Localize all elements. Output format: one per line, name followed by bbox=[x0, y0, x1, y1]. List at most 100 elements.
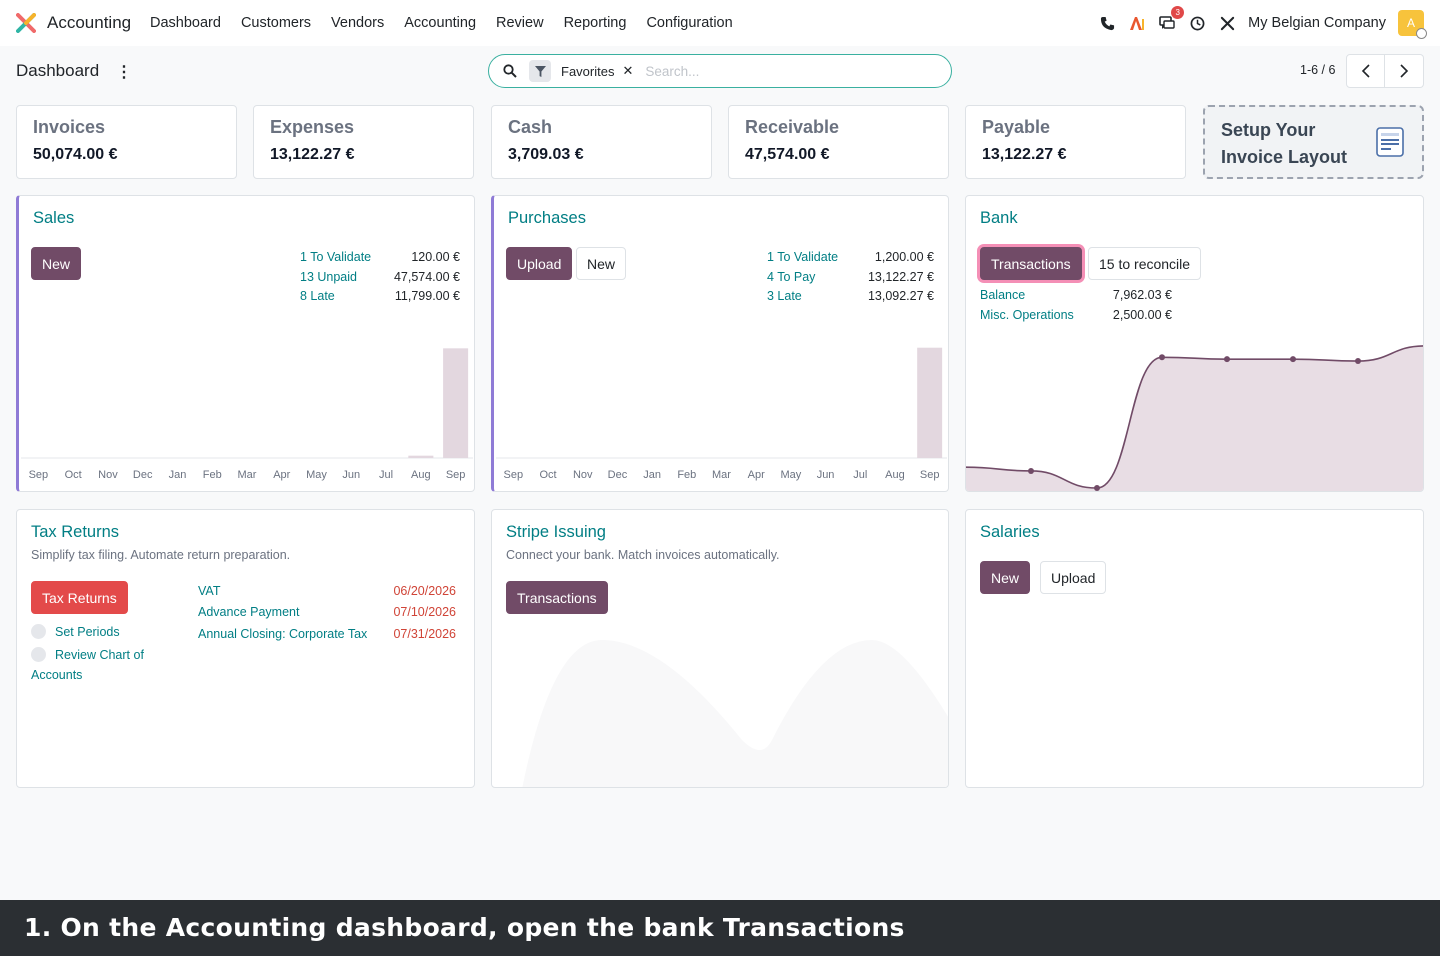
bank-journal-card: Bank Transactions 15 to reconcile Balanc… bbox=[965, 195, 1424, 492]
purchases-upload-button[interactable]: Upload bbox=[506, 247, 573, 280]
accounting-app-icon[interactable] bbox=[16, 13, 36, 33]
kpi-expenses[interactable]: Expenses 13,122.27 € bbox=[253, 105, 474, 179]
chart-area-fill bbox=[966, 345, 1423, 491]
pager-next-button[interactable] bbox=[1385, 54, 1424, 88]
tax-item-advance-payment[interactable]: Advance Payment bbox=[198, 605, 300, 619]
purchases-new-button[interactable]: New bbox=[576, 247, 627, 280]
pager-value[interactable]: 1-6 / 6 bbox=[1300, 63, 1336, 77]
salaries-upload-button[interactable]: Upload bbox=[1040, 561, 1107, 594]
step-status-icon bbox=[31, 647, 46, 662]
chart-tick-label: Aug bbox=[411, 469, 431, 481]
menu-dashboard[interactable]: Dashboard bbox=[150, 15, 221, 31]
tax-step-set-periods[interactable]: Set Periods bbox=[55, 625, 120, 639]
purchases-stat-late[interactable]: 3 Late bbox=[767, 289, 802, 303]
remove-facet-icon[interactable]: ✕ bbox=[622, 63, 634, 78]
kpi-invoices[interactable]: Invoices 50,074.00 € bbox=[16, 105, 237, 179]
menu-review[interactable]: Review bbox=[496, 15, 544, 31]
tax-subtitle: Simplify tax filing. Automate return pre… bbox=[31, 548, 291, 562]
setup-line-2: Invoice Layout bbox=[1221, 147, 1348, 167]
stripe-title[interactable]: Stripe Issuing bbox=[506, 523, 606, 541]
menu-reporting[interactable]: Reporting bbox=[563, 15, 627, 31]
sales-bar-chart[interactable]: Sep Oct Nov Dec Jan Feb Mar Apr May Jun Jul Aug Sep bbox=[19, 326, 475, 491]
messages-icon[interactable]: 3 bbox=[1158, 6, 1185, 32]
search-facet: Favorites ✕ bbox=[529, 60, 634, 82]
bank-title[interactable]: Bank bbox=[980, 209, 1018, 227]
menu-customers[interactable]: Customers bbox=[240, 15, 312, 31]
search-bar[interactable]: Favorites ✕ bbox=[488, 54, 952, 88]
purchases-title[interactable]: Purchases bbox=[508, 209, 586, 227]
chart-tick-label: Mar bbox=[238, 469, 257, 481]
tax-item-vat[interactable]: VAT bbox=[198, 584, 221, 598]
chart-tick-label: Oct bbox=[539, 469, 556, 481]
tax-step-review-chart-cont[interactable]: Accounts bbox=[31, 668, 83, 682]
pager-previous-button[interactable] bbox=[1346, 54, 1385, 88]
sales-new-button[interactable]: New bbox=[31, 247, 82, 280]
tax-returns-button[interactable]: Tax Returns bbox=[31, 581, 128, 614]
tax-step-review-chart[interactable]: Review Chart of bbox=[55, 648, 144, 662]
chart-bar bbox=[443, 348, 469, 458]
main-menu: Dashboard Customers Vendors Accounting R… bbox=[140, 0, 743, 46]
bank-balance-area-chart[interactable] bbox=[966, 336, 1424, 492]
tax-title[interactable]: Tax Returns bbox=[31, 523, 120, 541]
kebab-menu-icon[interactable]: ⋮ bbox=[116, 64, 132, 81]
search-icon[interactable] bbox=[503, 64, 517, 78]
chart-tick-label: Feb bbox=[203, 469, 222, 481]
tools-icon[interactable] bbox=[1218, 14, 1236, 32]
stripe-transactions-button[interactable]: Transactions bbox=[506, 581, 608, 614]
purchases-stat-to-pay[interactable]: 4 To Pay bbox=[767, 270, 816, 284]
systray: 3 My Belgian Company A bbox=[1098, 0, 1427, 46]
kpi-receivable[interactable]: Receivable 47,574.00 € bbox=[728, 105, 949, 179]
menu-accounting[interactable]: Accounting bbox=[404, 15, 477, 31]
sales-stat-unpaid[interactable]: 13 Unpaid bbox=[300, 270, 357, 284]
purchases-stat-value: 13,092.27 € bbox=[867, 289, 934, 303]
menu-configuration[interactable]: Configuration bbox=[646, 15, 733, 31]
chart-tick-label: Sep bbox=[504, 469, 524, 481]
ai-icon[interactable] bbox=[1128, 14, 1146, 32]
sales-stat-late[interactable]: 8 Late bbox=[300, 289, 335, 303]
phone-icon[interactable] bbox=[1098, 14, 1116, 32]
chart-tick-label: Mar bbox=[712, 469, 731, 481]
user-avatar[interactable]: A bbox=[1398, 10, 1427, 39]
chart-tick-label: Oct bbox=[65, 469, 82, 481]
tax-item-date: 07/10/2026 bbox=[393, 605, 456, 619]
kpi-cash[interactable]: Cash 3,709.03 € bbox=[491, 105, 712, 179]
chart-tick-label: Jan bbox=[169, 469, 187, 481]
salaries-title[interactable]: Salaries bbox=[980, 523, 1040, 541]
bank-stat-misc-operations[interactable]: Misc. Operations bbox=[980, 308, 1074, 322]
messages-badge: 3 bbox=[1171, 6, 1185, 19]
tax-item-date: 06/20/2026 bbox=[393, 584, 456, 598]
salaries-new-button[interactable]: New bbox=[980, 561, 1031, 594]
chevron-left-icon bbox=[1361, 64, 1370, 78]
sales-stat-value: 47,574.00 € bbox=[393, 270, 460, 284]
facet-label: Favorites bbox=[561, 63, 615, 79]
top-navbar: Accounting Dashboard Customers Vendors A… bbox=[0, 0, 1440, 46]
purchases-stat-to-validate[interactable]: 1 To Validate bbox=[767, 250, 839, 264]
chart-tick-label: Nov bbox=[573, 469, 593, 481]
menu-vendors[interactable]: Vendors bbox=[331, 15, 385, 31]
kpi-value: 13,122.27 € bbox=[270, 146, 355, 163]
chart-tick-label: Jun bbox=[817, 469, 835, 481]
purchases-stat-value: 1,200.00 € bbox=[874, 250, 934, 264]
tax-item-annual-closing[interactable]: Annual Closing: Corporate Tax bbox=[198, 627, 368, 641]
kpi-value: 3,709.03 € bbox=[508, 146, 584, 163]
kpi-title: Payable bbox=[982, 117, 1051, 137]
kpi-title: Receivable bbox=[745, 117, 840, 137]
company-switcher[interactable]: My Belgian Company bbox=[1248, 15, 1386, 31]
setup-invoice-layout-card[interactable]: Setup Your Invoice Layout bbox=[1203, 105, 1424, 179]
chart-tick-label: Dec bbox=[608, 469, 628, 481]
sales-stat-to-validate[interactable]: 1 To Validate bbox=[300, 250, 372, 264]
chart-point bbox=[1224, 356, 1230, 363]
app-name[interactable]: Accounting bbox=[47, 13, 132, 32]
purchases-bar-chart[interactable]: Sep Oct Nov Dec Jan Feb Mar Apr May Jun Jul Aug Sep bbox=[494, 326, 949, 491]
kpi-payable[interactable]: Payable 13,122.27 € bbox=[965, 105, 1186, 179]
search-input[interactable] bbox=[645, 63, 926, 79]
funnel-icon bbox=[529, 60, 551, 82]
placeholder-wave-graphic bbox=[522, 640, 948, 787]
purchases-journal-card: Purchases Upload New 1 To Validate 1,200… bbox=[491, 195, 949, 492]
chart-tick-label: Jan bbox=[643, 469, 661, 481]
bank-transactions-button[interactable]: Transactions bbox=[980, 247, 1082, 280]
clock-icon[interactable] bbox=[1188, 14, 1206, 32]
bank-stat-balance[interactable]: Balance bbox=[980, 288, 1026, 302]
sales-title[interactable]: Sales bbox=[33, 209, 75, 227]
bank-reconcile-button[interactable]: 15 to reconcile bbox=[1088, 247, 1202, 280]
